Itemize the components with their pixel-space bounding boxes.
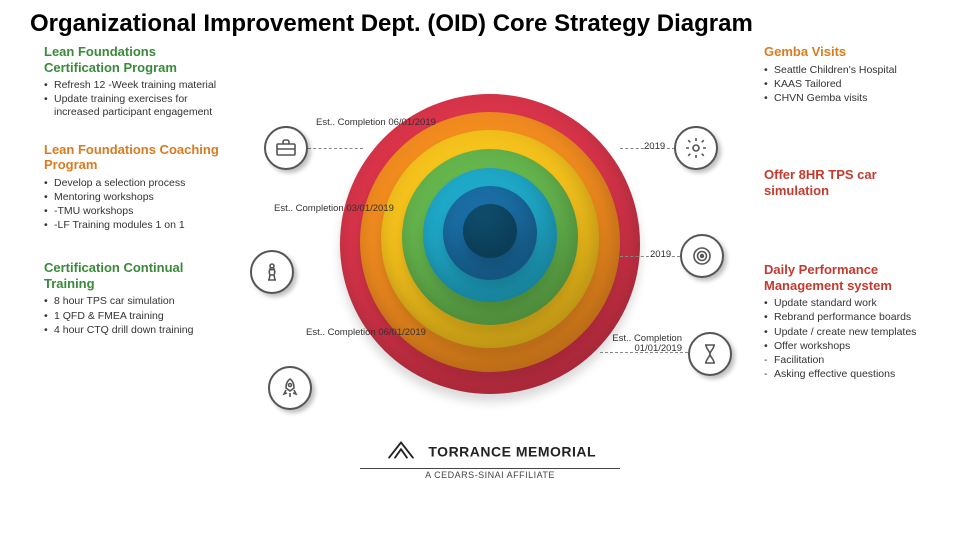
section-heading: Daily Performance Management system (764, 262, 944, 293)
icon-label: Est.. Completion 01/01/2019 (602, 334, 682, 355)
bullet-list: Refresh 12 -Week training material Updat… (44, 79, 234, 119)
right-block-2: Daily Performance Management system Upda… (764, 262, 944, 381)
list-item: CHVN Gemba visits (764, 92, 944, 105)
icon-label: Est.. Completion 06/01/2019 (316, 118, 436, 128)
list-item: Asking effective questions (764, 368, 944, 381)
bullet-list: Develop a selection process Mentoring wo… (44, 177, 234, 233)
icon-label: Est.. Completion 06/01/2019 (306, 328, 426, 338)
list-item: Update training exercises for increased … (44, 93, 234, 119)
section-heading: Lean Foundations Coaching Program (44, 142, 234, 173)
bullet-list: Update standard work Rebrand performance… (764, 297, 944, 381)
list-item: KAAS Tailored (764, 78, 944, 91)
list-item: Update / create new templates (764, 326, 944, 339)
left-block-1: Lean Foundations Coaching Program Develo… (44, 142, 234, 233)
left-block-0: Lean Foundations Certification Program R… (44, 44, 234, 120)
logo-name: TORRANCE MEMORIAL (428, 444, 596, 460)
list-item: Seattle Children's Hospital (764, 64, 944, 77)
briefcase-icon (264, 126, 308, 170)
list-item: Facilitation (764, 354, 944, 367)
connector-line (308, 148, 363, 149)
right-block-1: Offer 8HR TPS car simulation (764, 167, 944, 198)
list-item: -TMU workshops (44, 205, 234, 218)
logo-sub: A CEDARS-SINAI AFFILIATE (360, 468, 620, 480)
icon-label: Est.. Completion 03/01/2019 (274, 204, 394, 214)
bullet-list: 8 hour TPS car simulation 1 QFD & FMEA t… (44, 295, 234, 336)
list-item: Offer workshops (764, 340, 944, 353)
section-heading: Offer 8HR TPS car simulation (764, 167, 944, 198)
core-diagram: Est.. Completion 06/01/2019 Est.. Comple… (260, 64, 720, 484)
list-item: Update standard work (764, 297, 944, 310)
icon-label: 2019 (644, 142, 665, 152)
hourglass-icon (688, 332, 732, 376)
target-icon (680, 234, 724, 278)
section-heading: Lean Foundations Certification Program (44, 44, 234, 75)
ring-6 (463, 204, 517, 258)
list-item: Develop a selection process (44, 177, 234, 190)
right-column: Gemba Visits Seattle Children's Hospital… (764, 44, 944, 395)
left-column: Lean Foundations Certification Program R… (44, 44, 234, 351)
list-item: Mentoring workshops (44, 191, 234, 204)
rocket-icon (268, 366, 312, 410)
icon-label: 2019 (650, 250, 671, 260)
list-item: 1 QFD & FMEA training (44, 310, 234, 323)
left-block-2: Certification Continual Training 8 hour … (44, 260, 234, 337)
chess-icon (250, 250, 294, 294)
list-item: -LF Training modules 1 on 1 (44, 219, 234, 232)
list-item: Rebrand performance boards (764, 311, 944, 324)
list-item: Refresh 12 -Week training material (44, 79, 234, 92)
list-item: 4 hour CTQ drill down training (44, 324, 234, 337)
torrance-logo: TORRANCE MEMORIAL A CEDARS-SINAI AFFILIA… (360, 439, 620, 480)
bullet-list: Seattle Children's Hospital KAAS Tailore… (764, 64, 944, 105)
page-title: Organizational Improvement Dept. (OID) C… (0, 0, 960, 44)
gear-icon (674, 126, 718, 170)
right-block-0: Gemba Visits Seattle Children's Hospital… (764, 44, 944, 105)
list-item: 8 hour TPS car simulation (44, 295, 234, 308)
section-heading: Certification Continual Training (44, 260, 234, 291)
section-heading: Gemba Visits (764, 44, 944, 60)
